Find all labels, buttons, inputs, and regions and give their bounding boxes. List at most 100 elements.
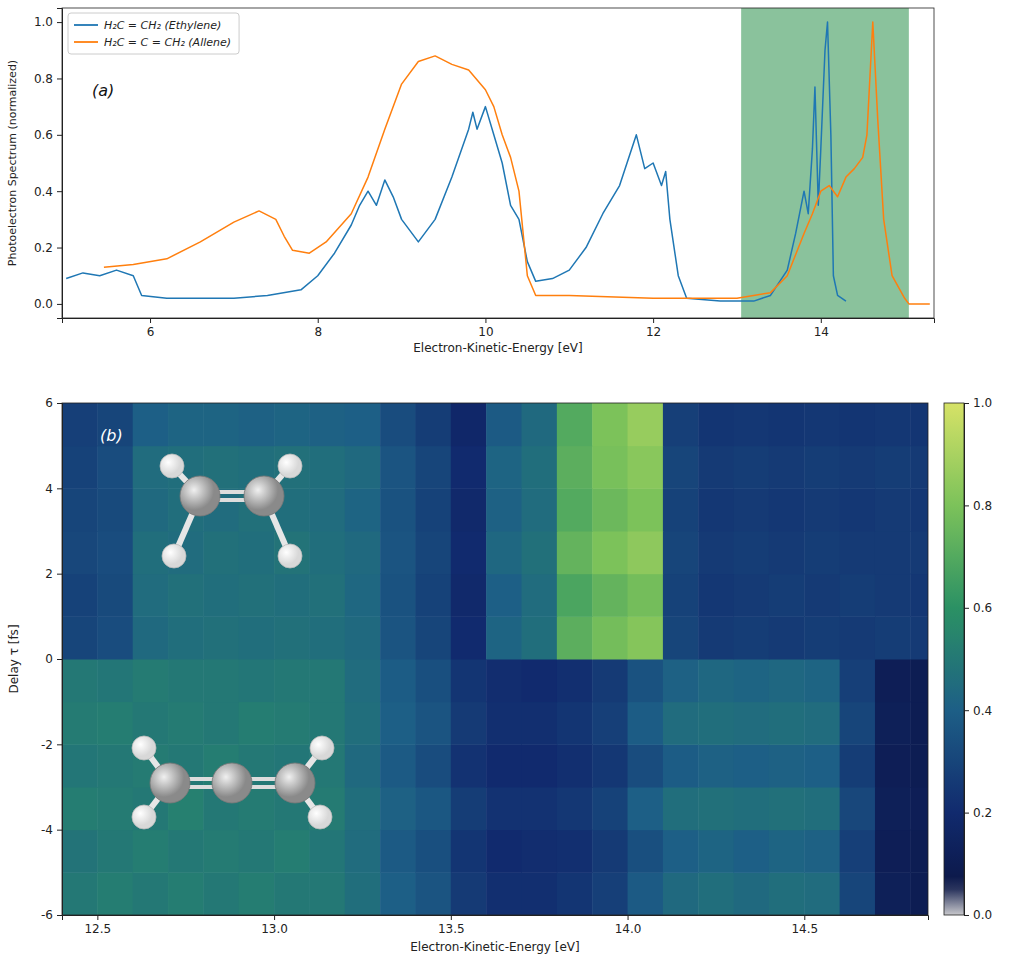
heatmap-cell	[804, 531, 840, 574]
heatmap-cell	[345, 446, 381, 489]
heatmap-cell	[345, 830, 381, 873]
tick: 0.2	[34, 241, 62, 255]
tick-label: 1.0	[973, 396, 992, 410]
heatmap-cell	[910, 744, 928, 787]
heatmap-cell	[97, 403, 133, 446]
heatmap-cell	[486, 787, 522, 830]
colorbar: 0.00.20.40.60.81.0	[944, 396, 992, 922]
heatmap-cell	[133, 488, 169, 531]
tick-label: 0.0	[34, 297, 53, 311]
heatmap-cell	[380, 872, 416, 915]
heatmap-cell	[840, 616, 876, 659]
heatmap-cell	[663, 403, 699, 446]
tick: 0.0	[964, 908, 992, 922]
heatmap-cell	[840, 574, 876, 617]
heatmap-cell	[663, 616, 699, 659]
heatmap-cell	[274, 830, 310, 873]
hydrogen-atom	[162, 544, 186, 568]
heatmap-cell	[840, 531, 876, 574]
hydrogen-atom	[308, 805, 332, 829]
heatmap-cell	[203, 830, 239, 873]
heatmap-cell	[486, 872, 522, 915]
heatmap-cell	[698, 659, 734, 702]
heatmap-cell	[522, 446, 558, 489]
heatmap-cell	[557, 531, 593, 574]
tick-label: 10	[478, 325, 493, 339]
heatmap-cell	[345, 744, 381, 787]
tick: 0.8	[34, 72, 62, 86]
tick-mark	[57, 304, 62, 305]
tick: 1.0	[964, 396, 992, 410]
heatmap-cell	[734, 787, 770, 830]
heatmap-cell	[415, 403, 451, 446]
heatmap-cell	[274, 574, 310, 617]
heatmap-cell	[486, 531, 522, 574]
heatmap-cell	[557, 702, 593, 745]
heatmap-cell	[840, 446, 876, 489]
tick-mark	[57, 248, 62, 249]
heatmap-cell	[557, 488, 593, 531]
heatmap-cell	[345, 616, 381, 659]
heatmap-cell	[486, 574, 522, 617]
heatmap-cell	[628, 872, 664, 915]
panel-label: (a)	[92, 81, 114, 100]
heatmap-cell	[97, 616, 133, 659]
heatmap-cell	[451, 403, 487, 446]
heatmap-cell	[451, 659, 487, 702]
tick: -4	[41, 823, 62, 837]
tick: 4	[45, 482, 62, 496]
heatmap-cell	[769, 531, 805, 574]
heatmap-cell	[239, 616, 275, 659]
heatmap-cell	[380, 659, 416, 702]
heatmap-cell	[663, 787, 699, 830]
tick-label: 0.8	[973, 499, 992, 513]
heatmap-cell	[345, 574, 381, 617]
tick: 14.5	[791, 915, 818, 936]
heatmap-cell	[875, 702, 911, 745]
tick-mark	[964, 505, 969, 506]
plot-frame	[62, 403, 928, 915]
heatmap-cell	[628, 446, 664, 489]
heatmap-cell	[769, 403, 805, 446]
series-line	[104, 22, 930, 304]
heatmap-cell	[133, 830, 169, 873]
heatmap-cell	[345, 659, 381, 702]
heatmap-cell	[698, 872, 734, 915]
tick-mark	[964, 403, 969, 404]
heatmap-cell	[628, 787, 664, 830]
heatmap-cell	[663, 872, 699, 915]
heatmap-cell	[592, 616, 628, 659]
heatmap-cell	[663, 446, 699, 489]
tick-mark	[57, 135, 62, 136]
heatmap-cell	[628, 659, 664, 702]
heatmap-cell	[628, 702, 664, 745]
heatmap-cell	[380, 616, 416, 659]
tick: 6	[147, 318, 155, 339]
legend-swatch	[74, 41, 98, 43]
tick: 13.5	[438, 915, 465, 936]
heatmap-cell	[239, 702, 275, 745]
x-axis: 68101214	[63, 318, 935, 339]
tick-mark	[318, 318, 319, 323]
heatmap-cell	[168, 830, 204, 873]
heatmap-cell	[628, 488, 664, 531]
heatmap-cell	[345, 531, 381, 574]
heatmap-cell	[380, 744, 416, 787]
tick: 2	[45, 567, 62, 581]
heatmap-cell	[309, 446, 345, 489]
heatmap-cell	[910, 446, 928, 489]
tick-mark	[57, 574, 62, 575]
heatmap-cell	[875, 830, 911, 873]
carbon-atom	[150, 763, 190, 803]
heatmap-cell	[451, 488, 487, 531]
heatmap-cell	[875, 403, 911, 446]
hydrogen-atom	[310, 736, 334, 760]
heatmap-cell	[274, 616, 310, 659]
heatmap-cell	[522, 744, 558, 787]
heatmap-cell	[203, 574, 239, 617]
heatmap-cell	[840, 488, 876, 531]
heatmap-cell	[274, 702, 310, 745]
heatmap-cell	[910, 872, 928, 915]
tick-label: 6	[147, 325, 155, 339]
heatmap-cell	[522, 659, 558, 702]
